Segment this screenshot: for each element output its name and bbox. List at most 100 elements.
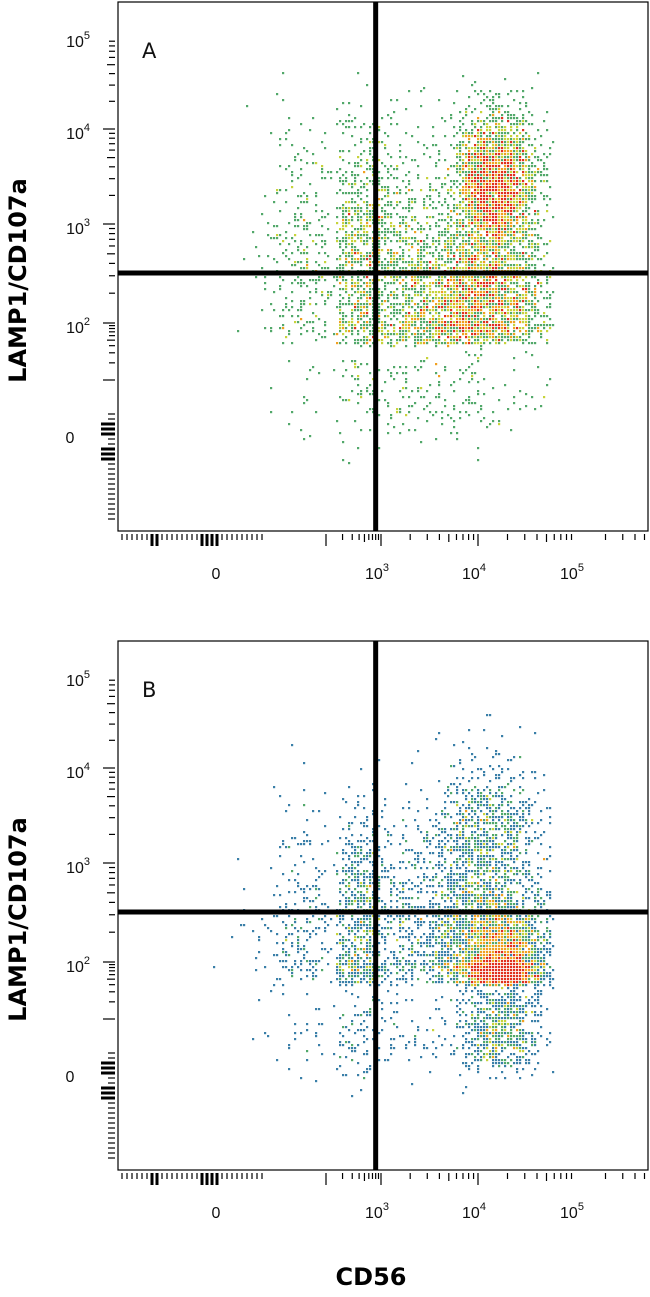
scatter-point (396, 186, 399, 189)
scatter-point (489, 246, 492, 249)
scatter-point (435, 207, 438, 210)
scatter-point (531, 972, 534, 975)
scatter-point (381, 342, 384, 345)
scatter-point (381, 309, 384, 312)
scatter-point (351, 135, 354, 138)
scatter-point (486, 180, 489, 183)
scatter-point (444, 177, 447, 180)
scatter-point (396, 279, 399, 282)
scatter-point (474, 198, 477, 201)
scatter-point (354, 213, 357, 216)
scatter-point (504, 978, 507, 981)
scatter-point (390, 291, 393, 294)
scatter-point (414, 333, 417, 336)
scatter-point (477, 342, 480, 345)
scatter-point (354, 1047, 357, 1050)
scatter-point (363, 1077, 366, 1080)
scatter-point (516, 156, 519, 159)
scatter-point (501, 186, 504, 189)
scatter-point (507, 324, 510, 327)
scatter-point (411, 300, 414, 303)
scatter-point (456, 804, 459, 807)
scatter-point (405, 330, 408, 333)
scatter-point (468, 327, 471, 330)
scatter-point (378, 246, 381, 249)
scatter-point (435, 258, 438, 261)
scatter-point (501, 261, 504, 264)
scatter-point (507, 897, 510, 900)
scatter-point (531, 306, 534, 309)
scatter-point (372, 255, 375, 258)
scatter-point (417, 303, 420, 306)
scatter-point (420, 315, 423, 318)
scatter-point (495, 216, 498, 219)
scatter-point (510, 1023, 513, 1026)
scatter-point (513, 150, 516, 153)
scatter-point (354, 306, 357, 309)
scatter-point (390, 222, 393, 225)
scatter-point (510, 942, 513, 945)
scatter-point (468, 846, 471, 849)
scatter-point (465, 144, 468, 147)
scatter-point (492, 174, 495, 177)
scatter-point (429, 225, 432, 228)
scatter-point (384, 906, 387, 909)
scatter-point (501, 126, 504, 129)
scatter-point (543, 162, 546, 165)
scatter-point (492, 213, 495, 216)
scatter-point (471, 123, 474, 126)
scatter-point (447, 966, 450, 969)
scatter-point (459, 111, 462, 114)
scatter-point (510, 168, 513, 171)
scatter-point (300, 123, 303, 126)
scatter-point (387, 249, 390, 252)
scatter-point (387, 135, 390, 138)
scatter-point (342, 216, 345, 219)
scatter-point (468, 141, 471, 144)
scatter-point (513, 123, 516, 126)
scatter-point (546, 324, 549, 327)
scatter-point (444, 234, 447, 237)
scatter-point (363, 324, 366, 327)
scatter-point (405, 414, 408, 417)
scatter-point (492, 168, 495, 171)
scatter-point (516, 963, 519, 966)
scatter-point (522, 246, 525, 249)
scatter-point (504, 330, 507, 333)
scatter-point (432, 240, 435, 243)
scatter-point (507, 141, 510, 144)
scatter-point (459, 966, 462, 969)
scatter-point (501, 171, 504, 174)
scatter-point (474, 333, 477, 336)
scatter-point (471, 132, 474, 135)
scatter-point (291, 171, 294, 174)
scatter-point (474, 282, 477, 285)
scatter-point (285, 249, 288, 252)
scatter-point (489, 210, 492, 213)
scatter-point (501, 243, 504, 246)
scatter-point (324, 261, 327, 264)
scatter-point (522, 162, 525, 165)
scatter-point (513, 240, 516, 243)
scatter-point (528, 951, 531, 954)
scatter-point (516, 294, 519, 297)
scatter-point (405, 282, 408, 285)
scatter-point (402, 207, 405, 210)
scatter-point (408, 201, 411, 204)
scatter-point (522, 135, 525, 138)
scatter-point (348, 261, 351, 264)
scatter-point (378, 249, 381, 252)
scatter-point (471, 930, 474, 933)
scatter-point (489, 225, 492, 228)
scatter-point (474, 372, 477, 375)
scatter-point (474, 126, 477, 129)
scatter-point (492, 1035, 495, 1038)
scatter-point (492, 303, 495, 306)
scatter-point (417, 282, 420, 285)
scatter-point (354, 177, 357, 180)
scatter-point (471, 219, 474, 222)
scatter-point (501, 114, 504, 117)
scatter-point (276, 237, 279, 240)
scatter-point (438, 954, 441, 957)
scatter-point (474, 276, 477, 279)
